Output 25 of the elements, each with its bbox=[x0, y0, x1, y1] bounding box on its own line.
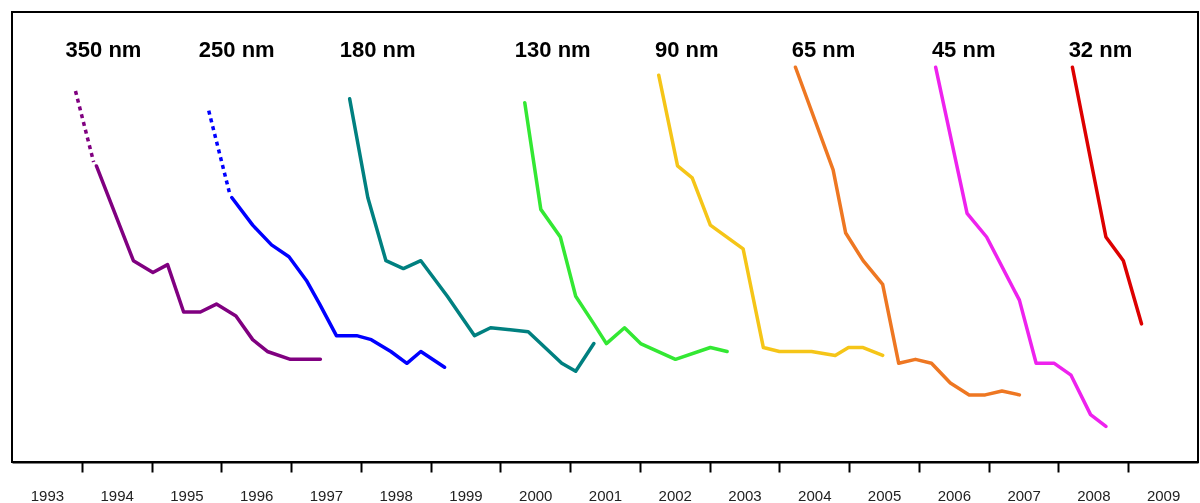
x-tick-label: 1996 bbox=[239, 486, 274, 503]
x-tick-label: 2008 bbox=[1077, 486, 1111, 503]
x-tick-label: 1997 bbox=[309, 486, 344, 503]
x-tick-label: 2000 bbox=[519, 486, 553, 503]
series-label: 45 nm bbox=[931, 37, 996, 62]
x-tick-label: 2005 bbox=[867, 486, 902, 503]
x-tick-label: 2007 bbox=[1007, 486, 1041, 503]
series-label: 350 nm bbox=[65, 37, 142, 62]
x-tick-label: 1998 bbox=[379, 486, 413, 503]
x-tick-label: 2002 bbox=[658, 486, 692, 503]
x-tick-label: 1994 bbox=[100, 486, 134, 503]
x-tick-label: 1999 bbox=[449, 486, 483, 503]
x-tick-label: 2001 bbox=[588, 486, 623, 503]
series-label: 32 nm bbox=[1068, 37, 1133, 62]
series-label: 65 nm bbox=[791, 37, 856, 62]
series-label: 180 nm bbox=[339, 37, 416, 62]
text: 250 nm bbox=[198, 37, 275, 62]
x-tick-label: 1995 bbox=[170, 486, 204, 503]
x-tick-label: 2004 bbox=[798, 486, 832, 503]
x-tick-label: 2009 bbox=[1146, 486, 1181, 503]
series-label: 130 nm bbox=[514, 37, 591, 62]
x-tick-label: 2003 bbox=[728, 486, 762, 503]
x-tick-label: 2006 bbox=[937, 486, 972, 503]
series-label: 90 nm bbox=[654, 37, 719, 62]
x-tick-label: 1993 bbox=[30, 486, 65, 503]
